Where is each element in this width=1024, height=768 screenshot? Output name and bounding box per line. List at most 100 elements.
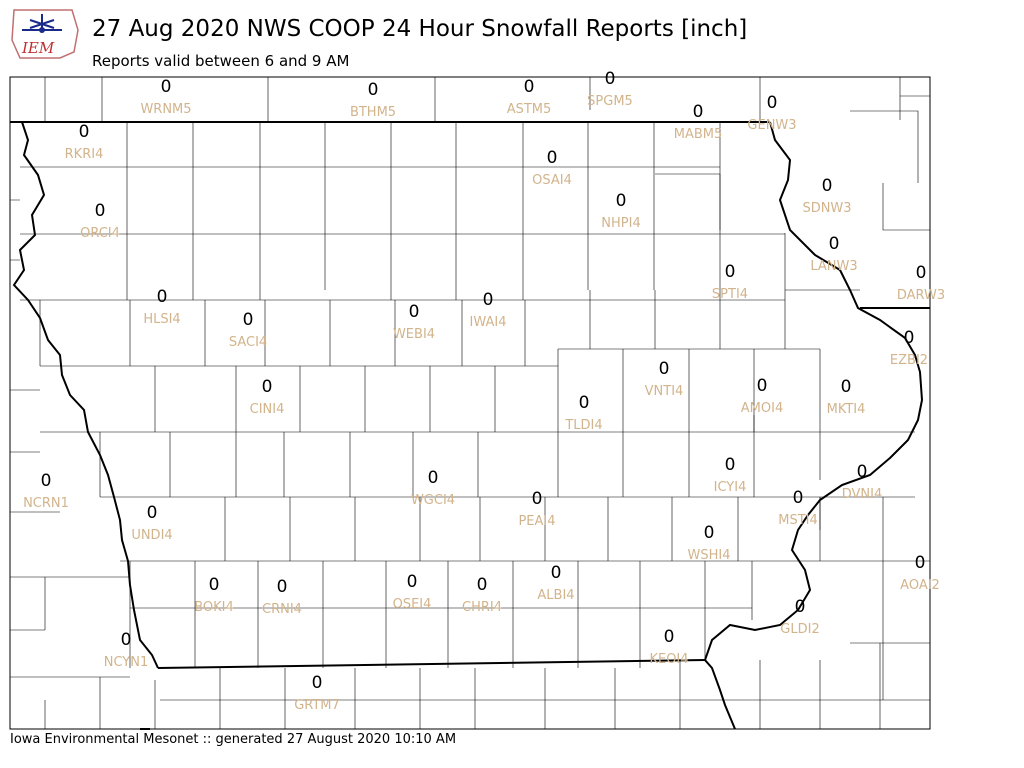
snowfall-value: 0 [41, 471, 52, 491]
station-id-label: IWAI4 [470, 315, 507, 330]
station-layer: 0 WRNM5 0 BTHM5 0 ASTM5 0 SPGM5 0 MABM5 0 GENW3 0 RKR… [23, 69, 945, 713]
station-id-label: ICYI4 [714, 480, 747, 495]
station-tldi4: 0 TLDI4 [564, 393, 602, 433]
snowfall-value: 0 [547, 148, 558, 168]
snowfall-value: 0 [915, 553, 926, 573]
page-title: 27 Aug 2020 NWS COOP 24 Hour Snowfall Re… [92, 16, 748, 42]
snowfall-value: 0 [659, 359, 670, 379]
station-nhpi4: 0 NHPI4 [601, 191, 640, 231]
station-keoi4: 0 KEOI4 [649, 627, 688, 667]
snowfall-value: 0 [725, 262, 736, 282]
station-id-label: NCYN1 [104, 655, 149, 670]
station-id-label: SDNW3 [802, 201, 851, 216]
station-chri4: 0 CHRI4 [462, 575, 502, 615]
station-webi4: 0 WEBI4 [393, 302, 435, 342]
station-ncyn1: 0 NCYN1 [104, 630, 149, 670]
snowfall-value: 0 [857, 462, 868, 482]
station-wgci4: 0 WGCI4 [411, 468, 455, 508]
page-subtitle: Reports valid between 6 and 9 AM [92, 52, 350, 70]
station-id-label: NCRN1 [23, 496, 69, 511]
station-id-label: ASTM5 [507, 102, 552, 117]
station-id-label: ALBI4 [537, 588, 574, 603]
snowfall-value: 0 [79, 122, 90, 142]
snowfall-value: 0 [793, 488, 804, 508]
snowfall-value: 0 [767, 93, 778, 113]
snowfall-value: 0 [579, 393, 590, 413]
station-amoi4: 0 AMOI4 [741, 376, 783, 416]
station-orci4: 0 ORCI4 [80, 201, 120, 241]
station-id-label: DARW3 [897, 288, 945, 303]
station-peai4: 0 PEAI4 [518, 489, 555, 529]
station-aoai2: 0 AOAI2 [900, 553, 940, 593]
station-id-label: KEOI4 [649, 652, 688, 667]
station-crni4: 0 CRNI4 [262, 577, 302, 617]
snowfall-value: 0 [822, 176, 833, 196]
snowfall-value: 0 [121, 630, 132, 650]
snowfall-value: 0 [532, 489, 543, 509]
snowfall-value: 0 [428, 468, 439, 488]
station-saci4: 0 SACI4 [229, 310, 267, 350]
station-id-label: EZBI2 [890, 353, 928, 368]
station-id-label: WEBI4 [393, 327, 435, 342]
station-id-label: PEAI4 [518, 514, 555, 529]
county-lines [10, 77, 930, 729]
snowfall-value: 0 [551, 563, 562, 583]
station-id-label: HLSI4 [143, 312, 180, 327]
station-undi4: 0 UNDI4 [131, 503, 172, 543]
station-wrnm5: 0 WRNM5 [140, 77, 191, 117]
station-albi4: 0 ALBI4 [537, 563, 574, 603]
station-darw3: 0 DARW3 [897, 263, 945, 303]
map-frame [9, 76, 931, 730]
snowfall-value: 0 [605, 69, 616, 89]
snowfall-value: 0 [161, 77, 172, 97]
snowfall-value: 0 [409, 302, 420, 322]
station-id-label: MABM5 [674, 127, 723, 142]
station-id-label: SACI4 [229, 335, 267, 350]
state-borders [10, 121, 930, 730]
station-wshi4: 0 WSHI4 [688, 523, 731, 563]
snowfall-value: 0 [524, 77, 535, 97]
station-id-label: CINI4 [250, 402, 285, 417]
snowfall-value: 0 [757, 376, 768, 396]
station-id-label: WRNM5 [140, 102, 191, 117]
snowfall-value: 0 [277, 577, 288, 597]
snowfall-value: 0 [262, 377, 273, 397]
station-id-label: NHPI4 [601, 216, 640, 231]
station-id-label: BTHM5 [350, 105, 396, 120]
station-id-label: OSAI4 [532, 173, 572, 188]
station-boki4: 0 BOKI4 [194, 575, 234, 615]
station-rkri4: 0 RKRI4 [65, 122, 104, 162]
station-hlsi4: 0 HLSI4 [143, 287, 180, 327]
snowfall-value: 0 [312, 673, 323, 693]
snowfall-value: 0 [477, 575, 488, 595]
station-spti4: 0 SPTI4 [712, 262, 748, 302]
snowfall-value: 0 [829, 234, 840, 254]
station-id-label: ORCI4 [80, 226, 120, 241]
station-lanw3: 0 LANW3 [810, 234, 857, 274]
station-id-label: UNDI4 [131, 528, 172, 543]
station-ncrn1: 0 NCRN1 [23, 471, 69, 511]
snowfall-value: 0 [616, 191, 627, 211]
station-id-label: AMOI4 [741, 401, 783, 416]
logo-dot-icon [39, 27, 45, 33]
station-vnti4: 0 VNTI4 [645, 359, 684, 399]
station-id-label: CRNI4 [262, 602, 302, 617]
footer-credit: Iowa Environmental Mesonet :: generated … [10, 732, 457, 747]
station-id-label: OSEI4 [393, 597, 432, 612]
snowfall-value: 0 [725, 455, 736, 475]
station-id-label: LANW3 [810, 259, 857, 274]
station-id-label: TLDI4 [564, 418, 602, 433]
station-id-label: MKTI4 [827, 402, 866, 417]
snowfall-value: 0 [483, 290, 494, 310]
snowfall-value: 0 [916, 263, 927, 283]
station-id-label: SPGM5 [587, 94, 633, 109]
station-osai4: 0 OSAI4 [532, 148, 572, 188]
station-id-label: GENW3 [747, 118, 796, 133]
station-msti4: 0 MSTI4 [778, 488, 818, 528]
snowfall-value: 0 [841, 377, 852, 397]
station-id-label: GLDI2 [780, 622, 819, 637]
station-grtm7: 0 GRTM7 [294, 673, 340, 713]
station-id-label: RKRI4 [65, 147, 104, 162]
station-id-label: GRTM7 [294, 698, 340, 713]
